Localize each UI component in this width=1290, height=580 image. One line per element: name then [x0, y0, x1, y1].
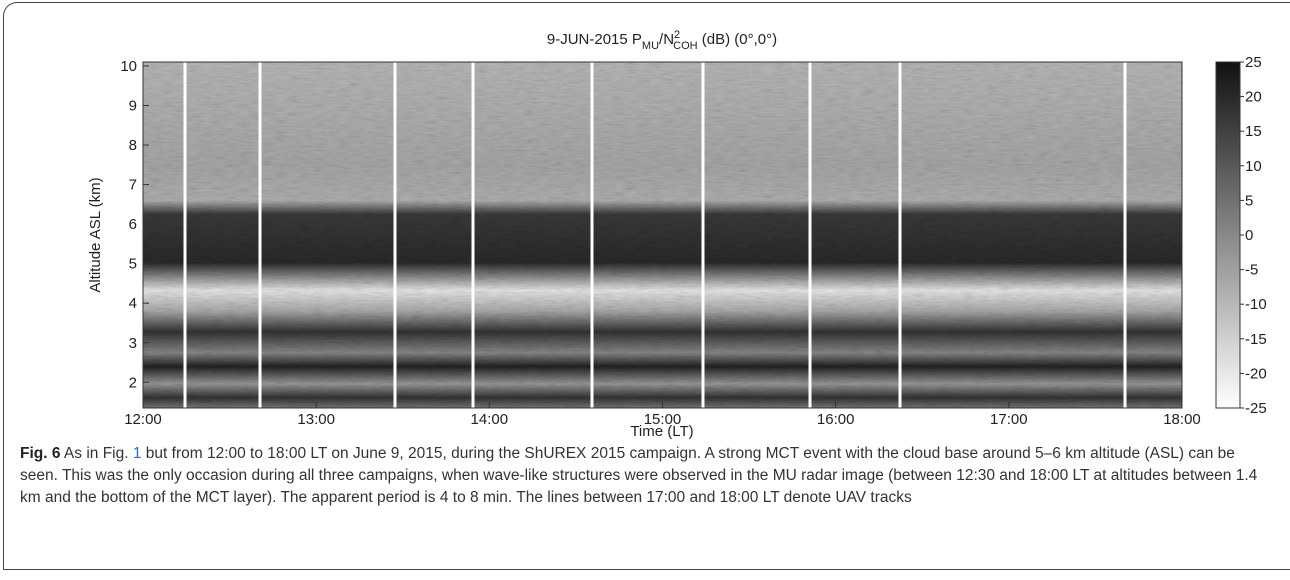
- figure-title: 9-JUN-2015 PMU/N2 COH (dB) (0°,0°): [547, 29, 777, 52]
- y-tick-label: 7: [129, 177, 137, 194]
- y-tick-label: 5: [129, 256, 137, 273]
- title-sub: COH: [673, 40, 698, 52]
- title-sup: 2: [674, 29, 680, 41]
- caption-text: but from 12:00 to 18:00 LT on June 9, 20…: [20, 445, 1258, 506]
- colorbar-tick-label: -20: [1245, 365, 1267, 382]
- figure-reference[interactable]: 1: [132, 445, 142, 462]
- colorbar-tick-label: 20: [1245, 89, 1262, 106]
- y-tick-label: 6: [129, 216, 137, 233]
- colorbar-tick-label: -15: [1245, 331, 1267, 348]
- colorbar-tick-label: -5: [1245, 262, 1258, 279]
- x-tick-label: 12:00: [124, 411, 162, 428]
- y-tick-label: 10: [120, 58, 137, 75]
- figure-frame: [3, 2, 1290, 570]
- colorbar-tick-label: 5: [1245, 192, 1253, 209]
- x-tick-label: 18:00: [1163, 411, 1201, 428]
- colorbar-tick-label: 10: [1245, 158, 1262, 175]
- y-tick-label: 3: [129, 335, 137, 352]
- x-tick-label: 15:00: [644, 411, 682, 428]
- y-tick-label: 9: [129, 97, 137, 114]
- data-gaps: [183, 62, 1127, 408]
- y-axis-label: Altitude ASL (km): [87, 177, 104, 292]
- caption: Fig. 6 As in Fig. 1 but from 12:00 to 18…: [20, 443, 1270, 509]
- colorbar-tick-label: -10: [1245, 296, 1267, 313]
- x-tick-label: 16:00: [817, 411, 855, 428]
- title-text: (dB) (0°,0°): [698, 31, 778, 48]
- x-tick-label: 13:00: [297, 411, 335, 428]
- caption-label: Fig. 6: [20, 445, 61, 462]
- x-tick-label: 14:00: [471, 411, 509, 428]
- title-text: /N: [659, 31, 674, 48]
- caption-text: As in Fig.: [60, 445, 133, 462]
- colorbar-tick-label: 25: [1245, 54, 1262, 71]
- title-sub: MU: [642, 40, 659, 52]
- x-tick-label: 17:00: [990, 411, 1028, 428]
- title-text: 9-JUN-2015 P: [547, 31, 642, 48]
- colorbar-tick-label: -25: [1245, 400, 1267, 417]
- figure: 9-JUN-2015 PMU/N2 COH (dB) (0°,0°) Altitu…: [87, 29, 1267, 440]
- y-tick-label: 2: [129, 374, 137, 391]
- colorbar: [1215, 61, 1241, 409]
- radar-image: [143, 62, 1182, 408]
- colorbar-tick-label: 0: [1245, 227, 1253, 244]
- colorbar-tick-label: 15: [1245, 123, 1262, 140]
- y-tick-label: 8: [129, 137, 137, 154]
- x-axis-label: Time (LT): [630, 423, 693, 440]
- y-tick-label: 4: [129, 295, 137, 312]
